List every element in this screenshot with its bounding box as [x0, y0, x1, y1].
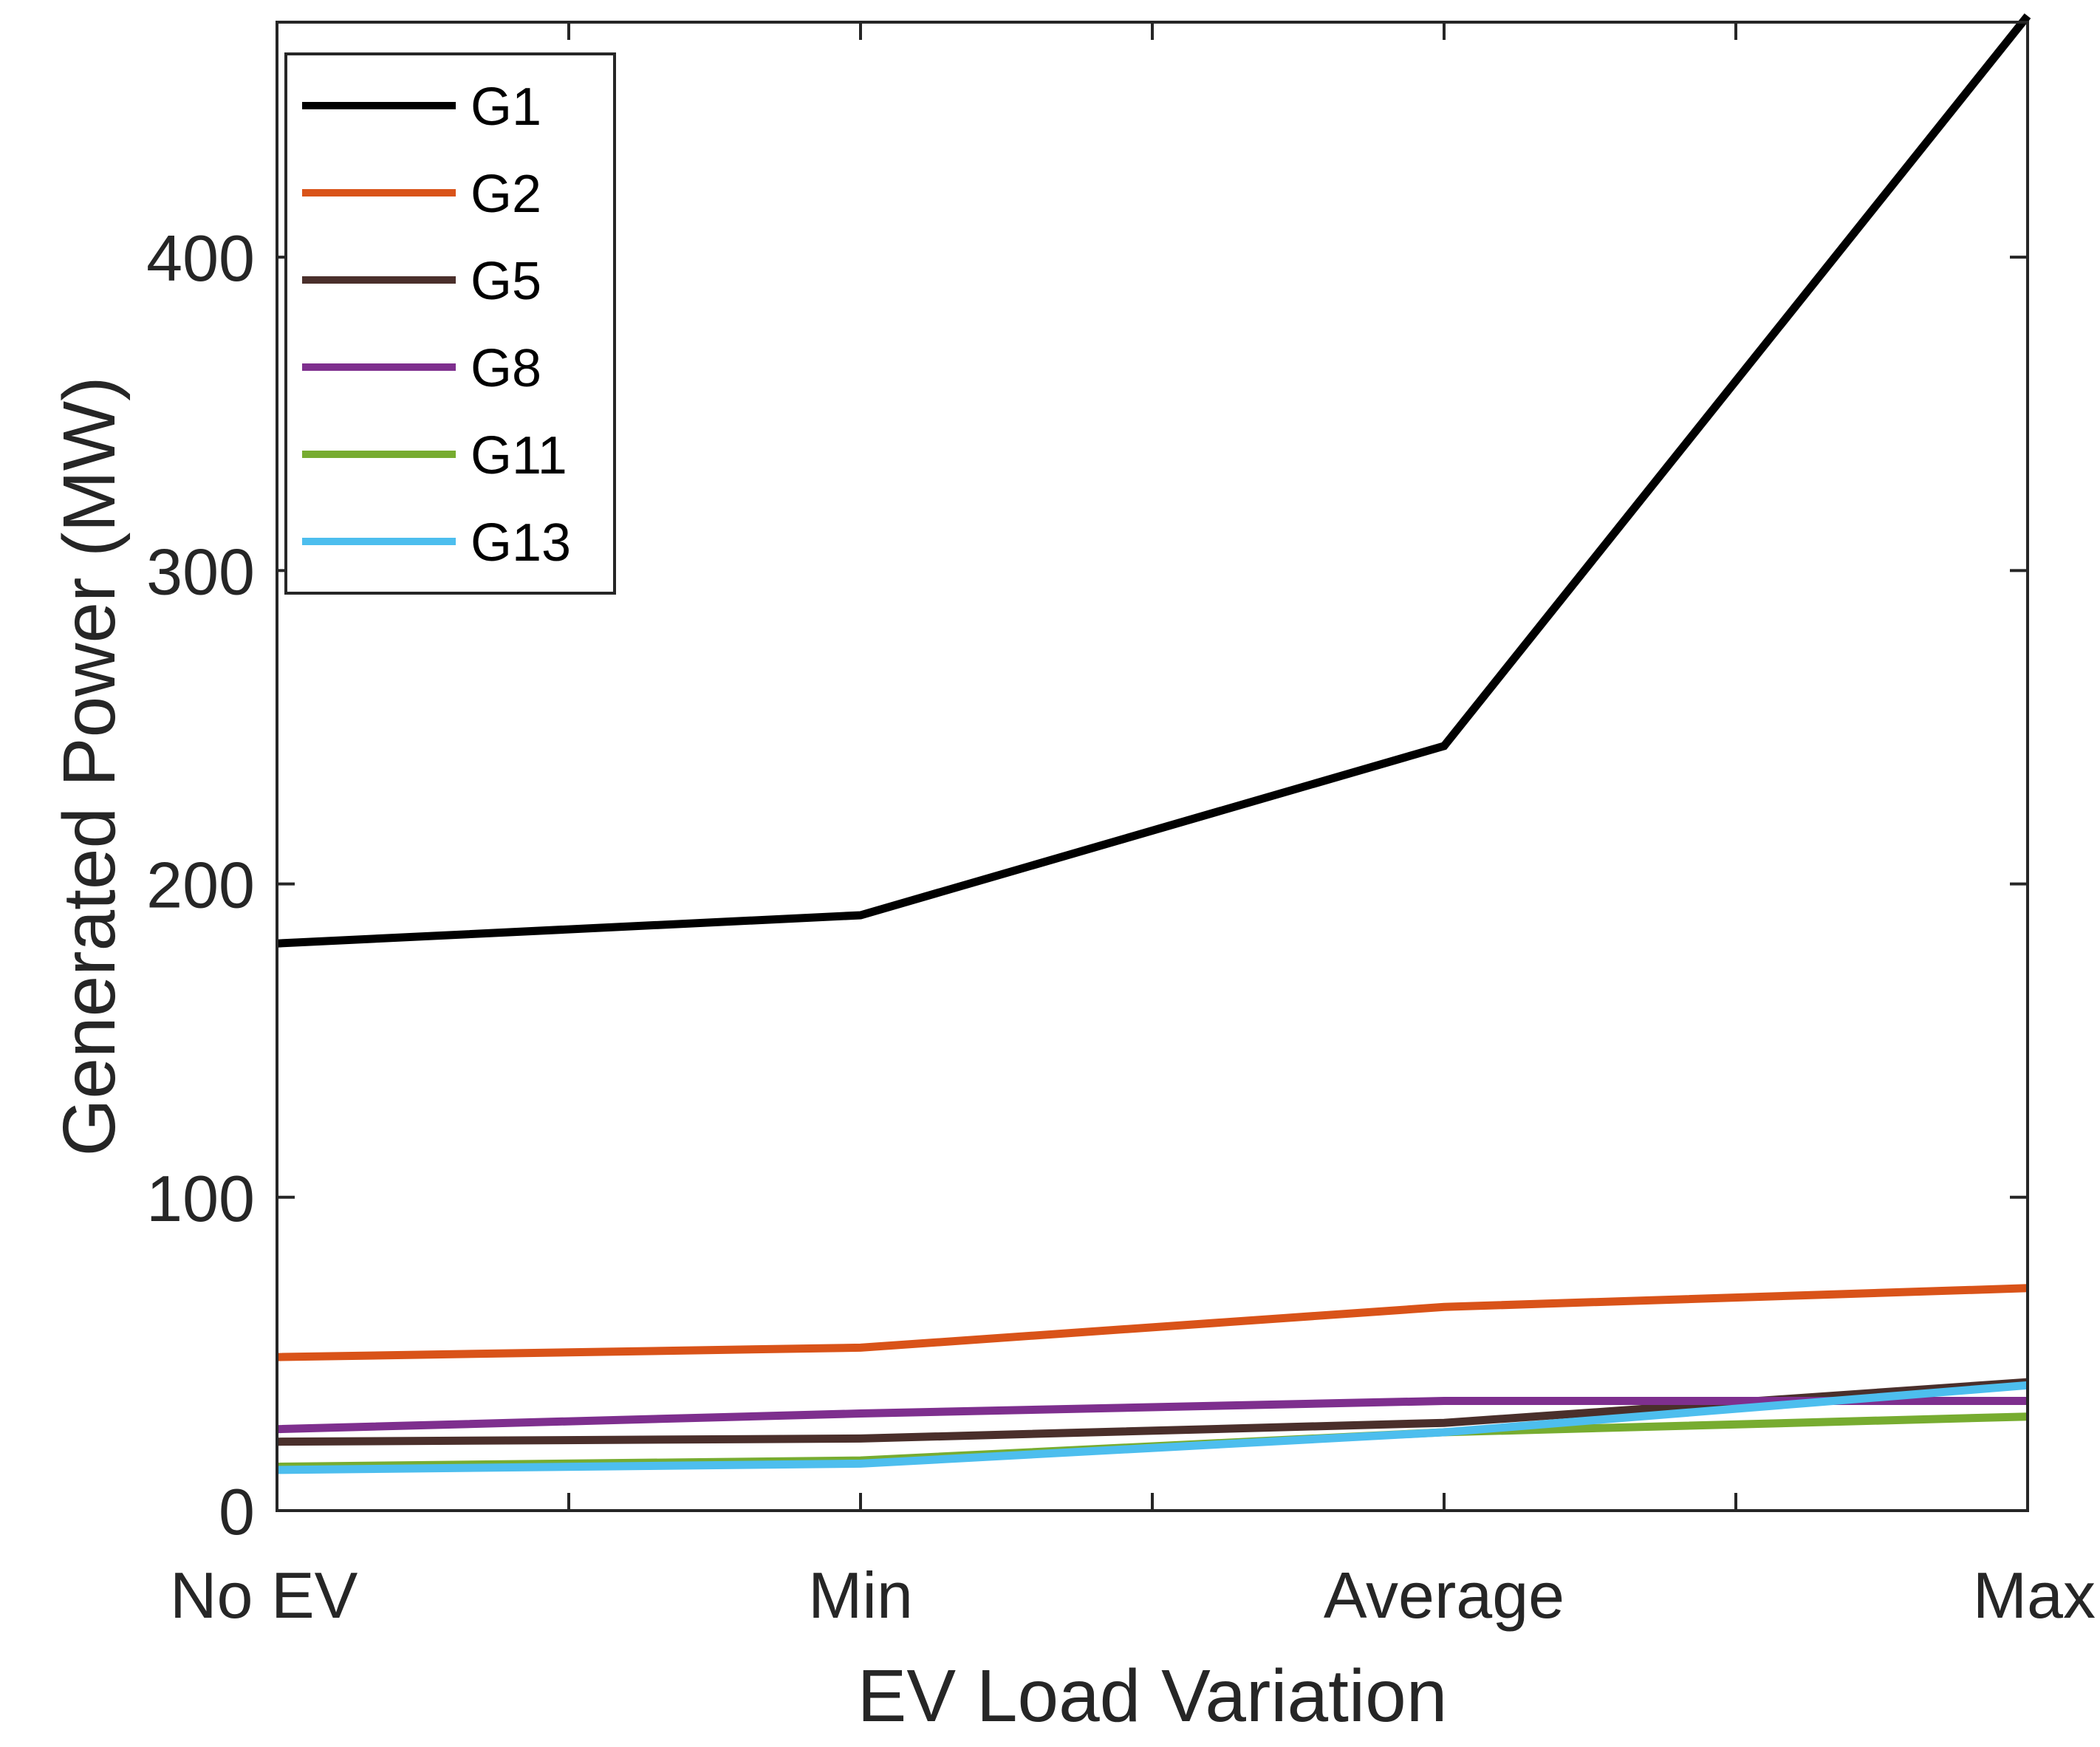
- series-lines: [276, 13, 2031, 1474]
- legend-label-g2: G2: [471, 165, 541, 224]
- y-tick-label: 200: [146, 849, 255, 922]
- y-tick-label: 100: [146, 1162, 255, 1235]
- series-line-g13: [276, 1381, 2028, 1474]
- plot-frame: [276, 21, 2029, 1512]
- legend: G1 G2 G5 G8 G11 G13: [284, 52, 616, 595]
- y-tick-labels: 0 100 200 300 400: [146, 222, 255, 1548]
- legend-label-g11: G11: [471, 426, 567, 485]
- legend-label-g8: G8: [471, 339, 541, 398]
- legend-label-g13: G13: [471, 513, 571, 572]
- legend-label-g1: G1: [471, 78, 541, 137]
- y-tick-label: 0: [219, 1475, 255, 1548]
- y-tick-label: 300: [146, 535, 255, 608]
- series-line-g8: [276, 1397, 2028, 1434]
- axes-box: [276, 21, 2029, 1512]
- x-tick-label: Average: [1324, 1559, 1564, 1632]
- x-tick-label: Max: [1973, 1559, 2096, 1632]
- x-tick-label: Min: [808, 1559, 913, 1632]
- series-line-g1: [276, 13, 2031, 948]
- y-tick-label: 400: [146, 222, 255, 295]
- x-tick-labels: No EV Min Average Max: [170, 1559, 2096, 1632]
- x-axis-title: EV Load Variation: [858, 1655, 1448, 1737]
- legend-box: [284, 52, 616, 595]
- series-line-g2: [276, 1284, 2028, 1361]
- x-tick-label: No EV: [170, 1559, 358, 1632]
- y-axis-title: Generated Power (MW): [48, 377, 131, 1157]
- legend-label-g5: G5: [471, 252, 541, 311]
